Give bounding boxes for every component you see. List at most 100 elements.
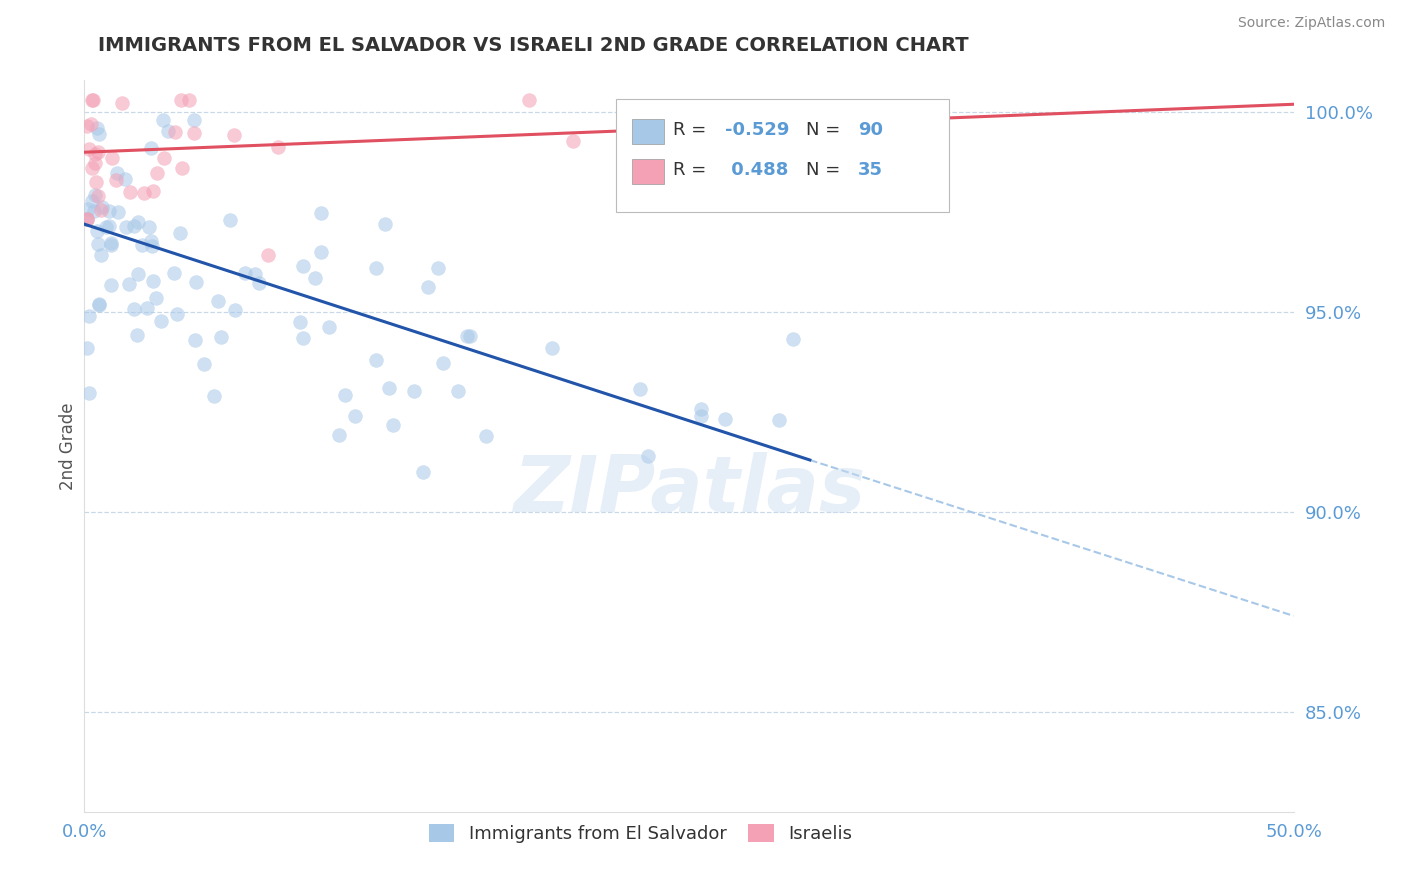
Point xyxy=(637,449,659,463)
Point xyxy=(77,386,100,401)
FancyBboxPatch shape xyxy=(633,119,664,144)
Point xyxy=(291,330,314,344)
Text: 35: 35 xyxy=(858,161,883,178)
Point xyxy=(83,203,105,218)
Point xyxy=(87,236,110,251)
Point xyxy=(768,413,790,427)
Point xyxy=(561,134,583,148)
Point xyxy=(333,388,356,402)
Point xyxy=(76,211,98,226)
Point xyxy=(328,428,350,442)
Point xyxy=(243,267,266,281)
Point xyxy=(378,381,401,395)
Point xyxy=(86,121,108,136)
Point xyxy=(782,332,804,346)
Point xyxy=(90,203,112,218)
FancyBboxPatch shape xyxy=(616,99,949,212)
Legend: Immigrants from El Salvador, Israelis: Immigrants from El Salvador, Israelis xyxy=(422,817,859,850)
Point xyxy=(100,277,122,292)
Text: Source: ZipAtlas.com: Source: ZipAtlas.com xyxy=(1237,16,1385,29)
Point xyxy=(412,465,434,479)
Point xyxy=(82,93,104,107)
Point xyxy=(105,172,128,186)
Point xyxy=(402,384,425,399)
Point xyxy=(149,314,172,328)
Point xyxy=(153,151,176,165)
Point xyxy=(124,219,146,234)
Point xyxy=(114,172,136,186)
Point xyxy=(163,266,186,280)
Point xyxy=(169,226,191,240)
Point xyxy=(366,353,388,368)
Point xyxy=(766,128,789,143)
Point xyxy=(224,128,246,142)
Point xyxy=(94,220,117,235)
Point xyxy=(177,93,200,107)
Point xyxy=(163,124,186,138)
Point xyxy=(80,93,103,107)
Point xyxy=(288,315,311,329)
Point xyxy=(82,161,104,176)
Point xyxy=(458,328,481,343)
Point xyxy=(87,298,110,312)
Text: N =: N = xyxy=(806,161,846,178)
Text: 0.488: 0.488 xyxy=(725,161,789,178)
Text: R =: R = xyxy=(673,120,713,138)
Point xyxy=(142,274,165,288)
Point xyxy=(76,212,98,227)
Point xyxy=(257,248,280,262)
Point xyxy=(416,280,439,294)
Point xyxy=(156,124,179,138)
Point xyxy=(193,357,215,371)
Point xyxy=(247,277,270,291)
Point xyxy=(184,275,207,289)
Point xyxy=(364,261,387,276)
Point xyxy=(166,307,188,321)
Text: ZIPatlas: ZIPatlas xyxy=(513,452,865,528)
Point xyxy=(115,219,138,234)
Point xyxy=(125,328,148,343)
Point xyxy=(76,202,98,216)
Point xyxy=(136,301,159,316)
Point xyxy=(318,320,340,334)
Point xyxy=(184,333,207,347)
Point xyxy=(138,219,160,234)
Point xyxy=(86,223,108,237)
Point xyxy=(309,245,332,260)
Point xyxy=(89,297,111,311)
Point xyxy=(343,409,366,424)
Point xyxy=(690,402,713,417)
Point xyxy=(714,412,737,426)
Point xyxy=(76,212,98,227)
Text: 90: 90 xyxy=(858,120,883,138)
Point xyxy=(170,93,193,107)
Point xyxy=(382,418,405,433)
Point xyxy=(89,247,111,261)
Point xyxy=(374,218,396,232)
Point xyxy=(628,382,651,396)
Point xyxy=(139,234,162,248)
Point xyxy=(84,175,107,189)
Point xyxy=(122,301,145,316)
Point xyxy=(86,145,108,159)
Point xyxy=(304,271,326,285)
Point xyxy=(141,239,163,253)
Y-axis label: 2nd Grade: 2nd Grade xyxy=(59,402,77,490)
Point xyxy=(139,141,162,155)
Point xyxy=(224,303,246,318)
Point xyxy=(145,291,167,305)
Point xyxy=(202,389,225,403)
Point xyxy=(120,185,142,199)
Point xyxy=(107,166,129,180)
Point xyxy=(172,161,194,175)
Point xyxy=(309,205,332,219)
Point xyxy=(83,156,105,170)
Text: IMMIGRANTS FROM EL SALVADOR VS ISRAELI 2ND GRADE CORRELATION CHART: IMMIGRANTS FROM EL SALVADOR VS ISRAELI 2… xyxy=(98,36,969,54)
Text: R =: R = xyxy=(673,161,713,178)
Point xyxy=(86,189,108,203)
Point xyxy=(207,293,229,308)
Point xyxy=(84,146,107,161)
Point xyxy=(98,204,121,219)
Point xyxy=(209,330,232,344)
FancyBboxPatch shape xyxy=(633,160,664,184)
